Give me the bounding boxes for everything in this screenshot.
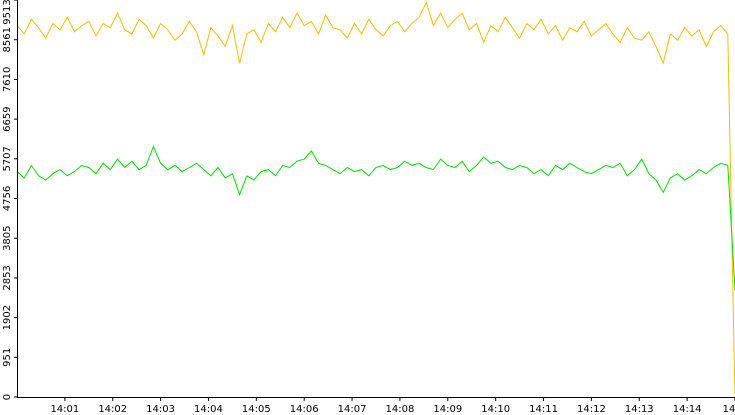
x-tick-label: 14:07: [338, 404, 367, 415]
y-tick-label: 0: [2, 394, 13, 400]
x-tick-label: 14:06: [290, 404, 319, 415]
x-tick-label: 14:09: [433, 404, 462, 415]
x-tick-label: 14:08: [386, 404, 415, 415]
x-tick-label: 14:03: [146, 404, 175, 415]
x-tick-label: 14: [723, 404, 735, 415]
y-tick-label: 1902: [2, 305, 13, 330]
x-tick-label: 14:14: [673, 404, 702, 415]
y-tick-label: 5707: [2, 146, 13, 171]
y-tick-label: 951: [2, 348, 13, 367]
y-tick-label: 9513: [2, 0, 13, 25]
x-tick-label: 14:01: [50, 404, 79, 415]
x-tick-label: 14:11: [529, 404, 558, 415]
y-tick-label: 4756: [2, 186, 13, 211]
series-line: [16, 145, 735, 291]
x-tick-label: 14:04: [194, 404, 223, 415]
series-line: [16, 1, 735, 398]
x-tick-label: 14:02: [98, 404, 127, 415]
x-tick-label: 14:10: [481, 404, 510, 415]
y-tick-label: 3805: [2, 225, 13, 250]
y-tick-label: 8561: [2, 27, 13, 52]
y-tick-label: 6659: [2, 106, 13, 131]
x-tick-label: 14:12: [577, 404, 606, 415]
x-tick-label: 14:13: [625, 404, 654, 415]
y-tick-label: 2853: [2, 265, 13, 290]
y-tick-label: 7610: [2, 67, 13, 92]
x-tick-label: 14:05: [242, 404, 271, 415]
